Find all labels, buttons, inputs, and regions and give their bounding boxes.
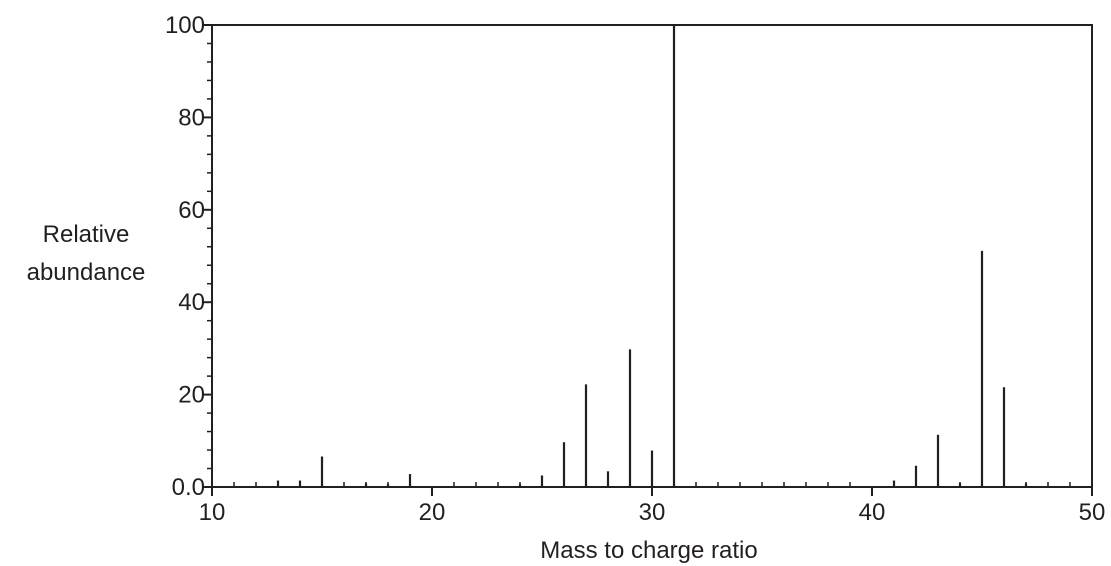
- x-tick-label: 20: [419, 499, 446, 526]
- x-tick-label: 40: [859, 499, 886, 526]
- x-axis-tick-labels: 10 20 30 40 50: [199, 499, 1106, 526]
- y-axis-title-line-1: Relative: [43, 221, 130, 248]
- y-tick-label: 100: [165, 12, 205, 39]
- y-axis-tick-labels: 0.0 20 40 60 80 100: [165, 12, 205, 501]
- y-axis-title-line-2: abundance: [27, 259, 146, 286]
- x-tick-label: 10: [199, 499, 226, 526]
- y-tick-label: 60: [178, 197, 205, 224]
- x-tick-label: 50: [1079, 499, 1106, 526]
- plot-frame: [211, 24, 1093, 488]
- x-tick-label: 30: [639, 499, 666, 526]
- x-axis-title: Mass to charge ratio: [540, 537, 757, 564]
- spectrum-bars: [276, 25, 1028, 487]
- y-tick-label: 80: [178, 104, 205, 131]
- y-tick-label: 0.0: [172, 474, 205, 501]
- y-tick-label: 40: [178, 289, 205, 316]
- major-tick-marks: [203, 24, 1093, 496]
- minor-tick-marks: [207, 42, 1071, 487]
- y-tick-label: 20: [178, 382, 205, 409]
